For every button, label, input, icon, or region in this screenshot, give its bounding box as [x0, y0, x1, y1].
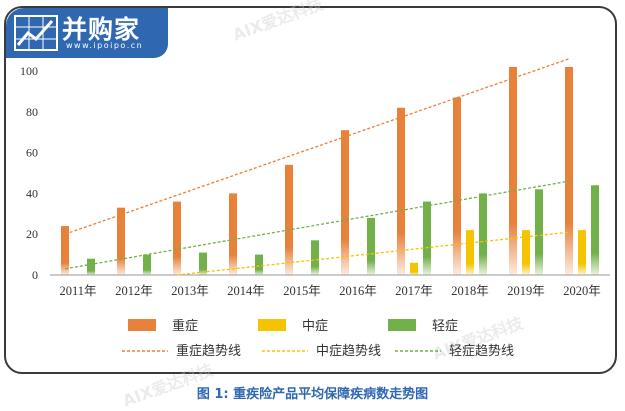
legend-label: 中症趋势线 [316, 343, 381, 359]
trendline-heavy [64, 58, 570, 235]
logo-name: 并购家 [62, 15, 141, 44]
trendline-light [64, 180, 570, 270]
y-tick-label: 0 [32, 268, 38, 282]
y-tick-label: 100 [20, 64, 38, 78]
bar-light [255, 254, 263, 275]
bar-light [311, 240, 319, 275]
x-tick-label: 2016年 [339, 284, 377, 298]
bar-heavy [453, 97, 461, 276]
x-tick-label: 2020年 [563, 284, 601, 298]
bar-medium [578, 230, 586, 275]
bar-light [367, 217, 375, 275]
bar-chart: 0 20 40 60 80 100 2011年 2012年 2013年 2014年 2015年 201… [20, 58, 610, 359]
y-tick-label: 80 [26, 105, 38, 119]
bar-light [479, 193, 487, 275]
bar-medium [466, 230, 474, 275]
trendline-medium [176, 231, 570, 276]
x-tick-label: 2015年 [283, 284, 321, 298]
brand-logo[interactable]: 并购家 www.ipoipo.cn [6, 8, 168, 58]
bar-light [535, 189, 543, 275]
x-tick-label: 2012年 [115, 284, 153, 298]
y-tick-label: 20 [26, 227, 38, 241]
figure-caption: 图 1: 重疾险产品平均保障疾病数走势图 [196, 387, 429, 402]
bar-medium [522, 230, 530, 275]
legend-label: 轻症趋势线 [449, 343, 514, 359]
legend-label: 中症 [302, 319, 328, 334]
x-tick-label: 2013年 [171, 284, 209, 298]
bar-heavy [565, 66, 573, 275]
bar-heavy [61, 226, 69, 275]
y-tick-label: 60 [26, 146, 38, 160]
bar-light [143, 254, 151, 275]
bar-medium [410, 262, 418, 275]
bar-light [87, 258, 95, 275]
x-tick-label: 2018年 [451, 284, 489, 298]
bar-heavy [397, 107, 405, 275]
bar-light [591, 185, 599, 275]
legend-label: 轻症 [432, 319, 458, 334]
legend-swatch-heavy [128, 319, 156, 331]
y-tick-label: 40 [26, 186, 38, 200]
bar-heavy [117, 207, 125, 275]
bar-heavy [285, 164, 293, 275]
bar-heavy [173, 201, 181, 275]
x-tick-label: 2014年 [227, 284, 265, 298]
x-tick-label: 2019年 [507, 284, 545, 298]
chart-logo-icon [14, 15, 58, 51]
bar-heavy [509, 66, 517, 275]
legend-swatch-medium [258, 319, 286, 331]
bar-heavy [229, 193, 237, 275]
legend-label: 重症 [172, 318, 198, 334]
x-tick-label: 2017年 [395, 284, 433, 298]
bar-light [199, 252, 207, 275]
legend-label: 重症趋势线 [176, 343, 241, 359]
bar-heavy [341, 130, 349, 275]
bar-light [423, 201, 431, 275]
x-tick-label: 2011年 [59, 284, 96, 298]
legend-swatch-light [388, 319, 416, 331]
logo-url: www.ipoipo.cn [66, 41, 144, 50]
